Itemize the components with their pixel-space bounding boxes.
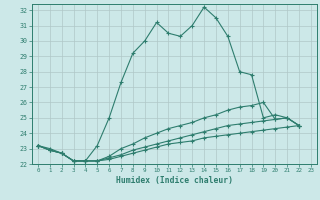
- X-axis label: Humidex (Indice chaleur): Humidex (Indice chaleur): [116, 176, 233, 185]
